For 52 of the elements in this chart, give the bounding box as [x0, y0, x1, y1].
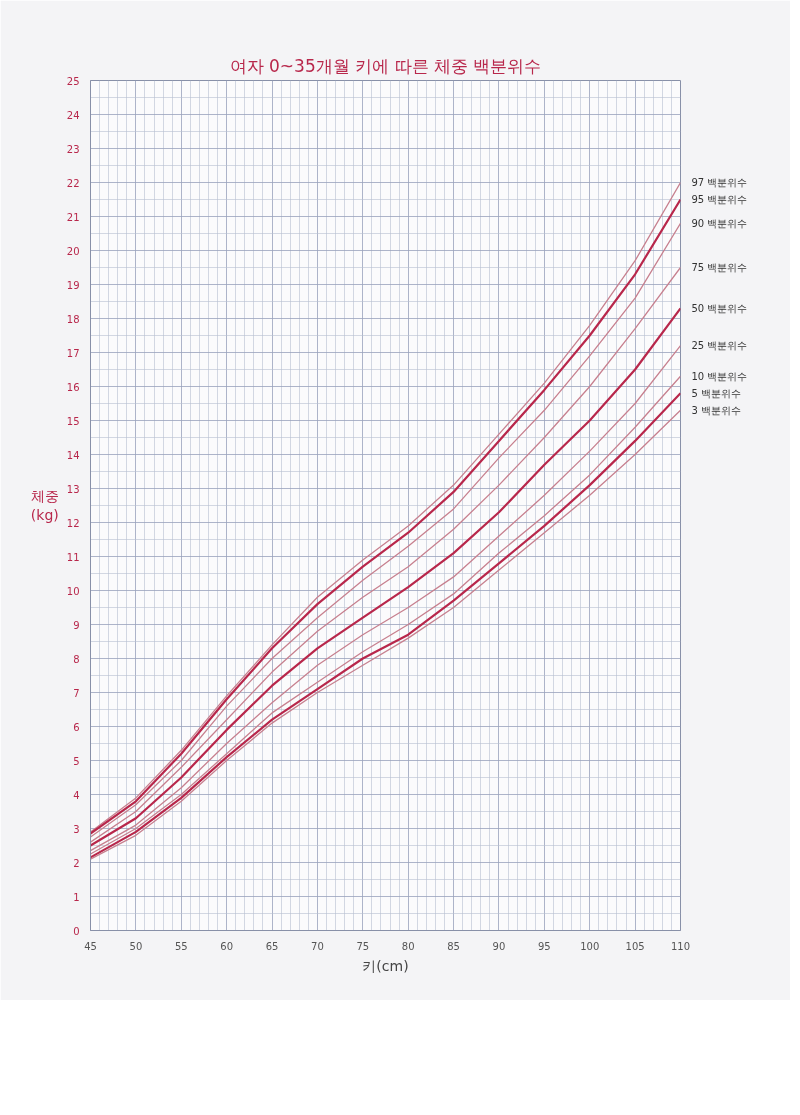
series-label: 90 백분위수 [691, 217, 748, 229]
y-tick-label: 21 [66, 211, 80, 223]
x-tick-label: 100 [580, 940, 600, 952]
x-axis-title: 키(cm) [362, 957, 409, 974]
series-label: 97 백분위수 [691, 177, 748, 188]
y-tick-label: 3 [73, 823, 80, 835]
y-tick-label: 7 [73, 687, 80, 699]
y-tick-label: 6 [73, 721, 80, 733]
y-tick-label: 2 [73, 857, 80, 869]
x-tick-label: 90 [492, 940, 506, 952]
y-tick-label: 20 [66, 245, 80, 257]
x-tick-label: 65 [265, 940, 279, 952]
x-tick-label: 105 [625, 940, 645, 952]
series-label: 3 백분위수 [691, 404, 742, 416]
y-tick-label: 10 [66, 585, 80, 597]
series-label: 5 백분위수 [691, 387, 742, 399]
x-tick-label: 110 [670, 940, 691, 952]
y-tick-label: 5 [73, 755, 80, 767]
y-tick-label: 8 [73, 653, 80, 665]
y-tick-label: 1 [73, 891, 80, 903]
y-tick-label: 4 [73, 789, 80, 801]
y-tick-label: 15 [66, 415, 80, 427]
series-label: 25 백분위수 [691, 340, 748, 352]
y-axis-title: 체중 (kg) [30, 487, 59, 524]
y-tick-label: 16 [66, 381, 80, 393]
y-tick-label: 13 [66, 483, 80, 495]
y-tick-label: 19 [66, 279, 80, 291]
y-tick-label: 0 [73, 925, 80, 937]
series-label: 50 백분위수 [691, 302, 748, 314]
x-tick-label: 50 [129, 940, 143, 952]
x-tick-label: 75 [356, 940, 370, 952]
y-tick-label: 18 [66, 313, 80, 325]
series-label: 95 백분위수 [691, 194, 748, 205]
x-tick-label: 80 [401, 940, 415, 952]
x-tick-label: 85 [447, 940, 460, 952]
y-tick-label: 23 [66, 143, 80, 155]
x-tick-label: 55 [174, 940, 188, 952]
y-tick-label: 9 [73, 619, 80, 631]
y-tick-label: 12 [66, 517, 80, 529]
x-tick-label: 95 [537, 940, 551, 952]
y-tick-label: 17 [66, 347, 80, 359]
y-tick-label: 11 [66, 551, 80, 563]
series-label: 10 백분위수 [691, 370, 748, 382]
y-tick-label: 24 [66, 109, 80, 121]
x-tick-label: 70 [311, 940, 324, 952]
x-tick-label: 60 [220, 940, 234, 952]
y-tick-label: 22 [66, 177, 80, 189]
chart-title: 여자 0~35개월 키에 따른 체중 백분위수 [229, 55, 542, 76]
y-tick-label: 25 [66, 75, 80, 87]
y-tick-label: 14 [66, 449, 80, 461]
x-tick-label: 45 [84, 940, 97, 952]
series-label: 75 백분위수 [691, 262, 748, 273]
